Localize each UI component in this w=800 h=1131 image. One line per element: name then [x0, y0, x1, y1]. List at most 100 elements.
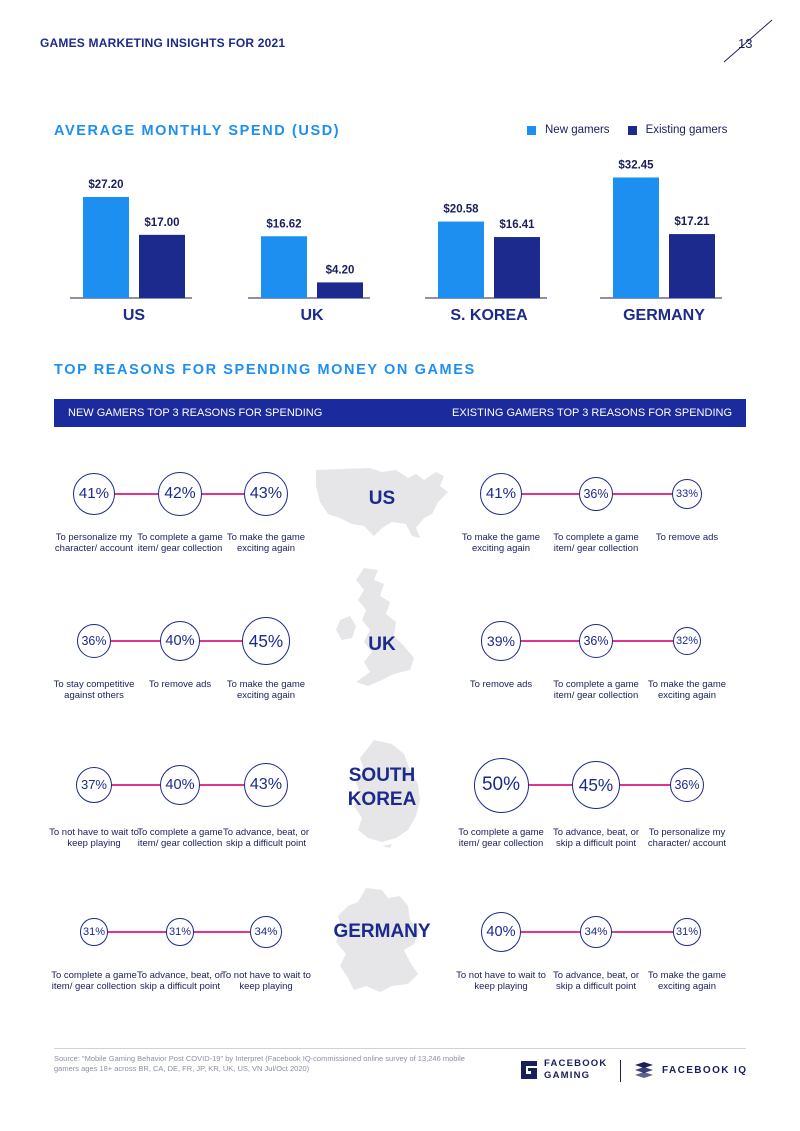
chart-legend: New gamers Existing gamers: [527, 124, 745, 136]
existing-gamers-percent-circle: 36%: [578, 623, 614, 659]
bar-value-label: $27.20: [88, 179, 123, 191]
country-map-0: [312, 462, 452, 547]
new-gamers-percent-circle: 31%: [80, 918, 108, 946]
existing-gamers-percent-circle: 31%: [673, 918, 701, 946]
bar-existing-uk: [317, 282, 363, 298]
bar-value-label: $16.62: [266, 218, 301, 230]
country-map-2: [346, 738, 426, 853]
reasons-section-title: TOP REASONS FOR SPENDING MONEY ON GAMES: [54, 362, 476, 378]
bar-new-us: [83, 196, 129, 298]
existing-gamers-reason-label: To advance, beat, or skip a difficult po…: [552, 970, 640, 992]
bar-value-label: $4.20: [326, 264, 355, 276]
source-note: Source: "Mobile Gaming Behavior Post COV…: [54, 1054, 465, 1073]
existing-gamers-reason-label: To remove ads: [655, 532, 719, 543]
existing-gamers-percent-circle: 50%: [473, 757, 529, 813]
country-map-1: [334, 566, 420, 701]
existing-gamers-reason-label: To complete a game item/ gear collection: [553, 532, 639, 554]
country-label-line1: GERMANY: [333, 921, 431, 942]
country-label-line1: UK: [368, 634, 396, 655]
new-gamers-percent-circle: 43%: [243, 471, 289, 517]
existing-gamers-reason-label: To personalize my character/ account: [647, 827, 727, 849]
existing-gamers-percent-circle: 33%: [671, 478, 703, 510]
new-gamers-percent-circle: 42%: [158, 472, 202, 516]
document-header-title: GAMES MARKETING INSIGHTS FOR 2021: [40, 36, 286, 50]
new-gamers-reason-label: To personalize my character/ account: [54, 532, 134, 554]
facebook-gaming-line1: FACEBOOK: [544, 1058, 608, 1069]
bar-new-uk: [261, 236, 307, 298]
facebook-gaming-logo: FACEBOOK GAMING: [520, 1058, 607, 1082]
existing-gamers-percent-circle: 41%: [480, 473, 522, 515]
category-label: UK: [300, 307, 324, 324]
new-gamers-percent-circle: 45%: [242, 617, 290, 665]
new-gamers-percent-circle: 34%: [250, 916, 282, 948]
existing-gamers-reason-label: To not have to wait to keep playing: [456, 970, 546, 992]
facebook-gaming-logo-icon: [521, 1061, 537, 1079]
new-gamers-reason-label: To complete a game item/ gear collection: [137, 827, 223, 849]
footer-divider: [54, 1048, 746, 1049]
new-gamers-reason-label: To complete a game item/ gear collection: [137, 532, 223, 554]
facebook-gaming-line2: GAMING: [544, 1070, 591, 1081]
legend-label-existing: Existing gamers: [645, 124, 728, 136]
bar-new-s-korea: [438, 221, 484, 298]
new-gamers-reason-label: To advance, beat, or skip a difficult po…: [222, 827, 310, 849]
legend-item-new-gamers: New gamers: [527, 124, 610, 136]
bar-existing-us: [139, 234, 185, 298]
spend-section-title: AVERAGE MONTHLY SPEND (USD): [54, 123, 341, 139]
new-gamers-percent-circle: 40%: [159, 764, 201, 806]
banner-right-label: EXISTING GAMERS TOP 3 REASONS FOR SPENDI…: [452, 407, 732, 419]
logo-divider: [620, 1060, 621, 1082]
category-label: S. KOREA: [450, 307, 528, 324]
bar-value-label: $17.00: [144, 217, 179, 229]
existing-gamers-percent-circle: 45%: [572, 761, 620, 809]
existing-gamers-reason-label: To complete a game item/ gear collection: [458, 827, 544, 849]
existing-gamers-reason-label: To make the game exciting again: [647, 679, 727, 701]
country-label: SOUTH KOREA: [300, 764, 464, 812]
existing-gamers-percent-circle: 36%: [669, 767, 705, 803]
new-gamers-reason-label: To make the game exciting again: [226, 679, 306, 701]
banner-left-label: NEW GAMERS TOP 3 REASONS FOR SPENDING: [68, 407, 323, 419]
legend-swatch-new: [527, 125, 536, 135]
new-gamers-percent-circle: 31%: [166, 918, 194, 946]
new-gamers-percent-circle: 36%: [76, 623, 112, 659]
new-gamers-percent-circle: 40%: [159, 620, 201, 662]
new-gamers-reason-label: To remove ads: [148, 679, 212, 690]
facebook-iq-text: FACEBOOK IQ: [662, 1064, 748, 1076]
new-gamers-reason-label: To advance, beat, or skip a difficult po…: [136, 970, 224, 992]
existing-gamers-percent-circle: 36%: [578, 476, 614, 512]
existing-gamers-percent-circle: 39%: [481, 621, 521, 661]
page-corner-slash: [723, 19, 773, 63]
legend-swatch-existing: [627, 125, 637, 135]
bar-existing-germany: [669, 234, 715, 298]
page-number: 13: [738, 36, 753, 51]
new-gamers-percent-circle: 37%: [75, 766, 113, 804]
legend-label-new: New gamers: [545, 124, 610, 136]
existing-gamers-reason-label: To complete a game item/ gear collection: [553, 679, 639, 701]
existing-gamers-reason-label: To make the game exciting again: [461, 532, 541, 554]
new-gamers-percent-circle: 41%: [73, 473, 115, 515]
facebook-iq-logo-icon: [635, 1062, 653, 1078]
new-gamers-reason-label: To complete a game item/ gear collection: [51, 970, 137, 992]
country-label-line1: US: [368, 488, 396, 509]
existing-gamers-reason-label: To make the game exciting again: [647, 970, 727, 992]
category-label: GERMANY: [623, 307, 705, 324]
facebook-iq-logo: FACEBOOK IQ: [634, 1061, 747, 1079]
bar-value-label: $32.45: [618, 159, 654, 171]
bar-value-label: $20.58: [443, 204, 479, 216]
bar-value-label: $16.41: [499, 219, 535, 231]
country-label-line2: KOREA: [347, 789, 417, 810]
country-label-line1: SOUTH: [348, 765, 416, 786]
existing-gamers-percent-circle: 34%: [580, 916, 612, 948]
country-label: US: [300, 487, 464, 511]
reasons-banner: NEW GAMERS TOP 3 REASONS FOR SPENDING EX…: [54, 399, 746, 427]
average-monthly-spend-chart: $27.20 $17.00 US $16.62 $4.20 UK $20.58 $16.41 S…: [70, 159, 722, 324]
new-gamers-reason-label: To make the game exciting again: [226, 532, 306, 554]
bar-existing-s-korea: [494, 237, 540, 298]
existing-gamers-reason-label: To advance, beat, or skip a difficult po…: [552, 827, 640, 849]
new-gamers-reason-label: To not have to wait to keep playing: [221, 970, 311, 992]
new-gamers-percent-circle: 43%: [243, 762, 289, 808]
new-gamers-reason-label: To stay competitive against others: [53, 679, 135, 701]
country-map-3: [326, 886, 436, 1001]
new-gamers-reason-label: To not have to wait to keep playing: [49, 827, 139, 849]
country-label: GERMANY: [300, 920, 464, 944]
bar-new-germany: [613, 177, 659, 298]
